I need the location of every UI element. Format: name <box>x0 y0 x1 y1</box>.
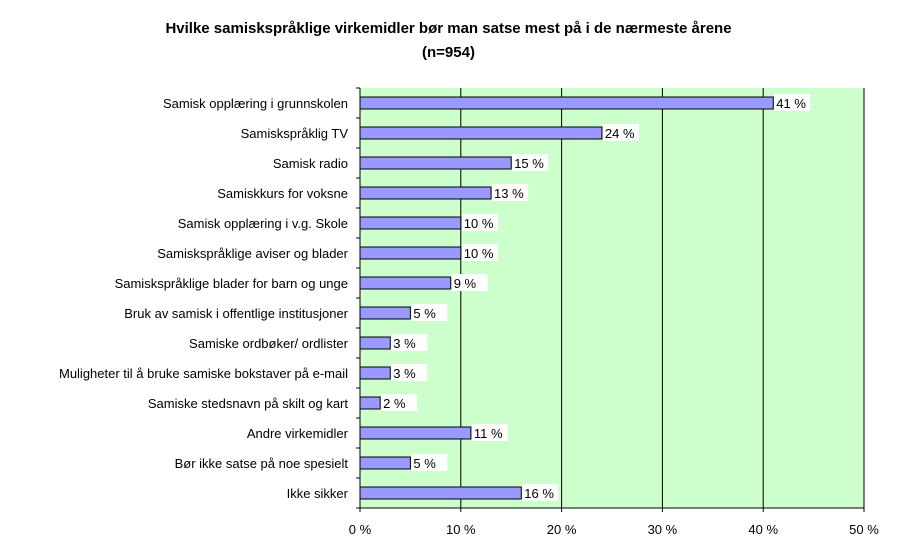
bar <box>359 126 603 140</box>
value-label: 13 % <box>494 186 524 201</box>
category-label: Andre virkemidler <box>247 426 349 441</box>
value-label-bg <box>774 94 811 111</box>
bar <box>359 246 462 260</box>
bar <box>359 486 522 500</box>
value-label-bg <box>471 424 508 441</box>
value-label-bg <box>461 244 498 261</box>
category-label: Bør ikke satse på noe spesielt <box>175 456 349 471</box>
value-label: 15 % <box>514 156 544 171</box>
bar <box>359 396 381 410</box>
value-label-bg <box>381 394 418 411</box>
value-label: 5 % <box>413 306 436 321</box>
category-label: Samisk opplæring i grunnskolen <box>163 96 348 111</box>
value-label-bg <box>451 274 488 291</box>
value-label-bg <box>512 154 549 171</box>
category-labels: Samisk opplæring i grunnskolen Samisksprå… <box>59 96 349 501</box>
bar <box>359 336 391 350</box>
plot-area <box>360 88 864 508</box>
category-label: Samiskspråklige aviser og blader <box>157 246 348 261</box>
value-label: 3 % <box>393 336 416 351</box>
x-tick-label: 50 % <box>849 522 879 537</box>
value-label: 24 % <box>605 126 635 141</box>
value-label-bg <box>411 454 448 471</box>
category-label: Bruk av samisk i offentlige institusjone… <box>124 306 348 321</box>
x-tick-label: 40 % <box>748 522 778 537</box>
value-label-bg <box>411 304 448 321</box>
value-labels: 41 %24 %15 %13 %10 %10 %9 %5 %3 %3 %2 %1… <box>381 94 811 501</box>
chart-subtitle: (n=954) <box>422 44 475 61</box>
value-label: 11 % <box>474 426 503 441</box>
value-label: 16 % <box>524 486 554 501</box>
x-tick-label: 0 % <box>349 522 372 537</box>
value-label: 10 % <box>464 216 494 231</box>
bar <box>359 306 411 320</box>
value-label-bg <box>391 334 428 351</box>
bar <box>359 186 492 200</box>
bar <box>359 216 462 230</box>
bar <box>359 96 774 110</box>
value-label: 41 % <box>776 96 806 111</box>
value-label-bg <box>391 364 428 381</box>
x-tick-label: 20 % <box>547 522 577 537</box>
category-label: Samisk radio <box>273 156 348 171</box>
value-label-bg <box>492 184 529 201</box>
value-label: 2 % <box>383 396 406 411</box>
category-label: Samisk opplæring i v.g. Skole <box>178 216 348 231</box>
bar <box>359 276 452 290</box>
value-label: 5 % <box>413 456 436 471</box>
x-axis-ticks: 0 % 10 % 20 % 30 % 40 % 50 % <box>349 87 879 537</box>
x-tick-label: 10 % <box>446 522 476 537</box>
category-label: Samiske ordbøker/ ordlister <box>189 336 349 351</box>
value-label-bg <box>602 124 639 141</box>
category-label: Ikke sikker <box>287 486 349 501</box>
value-label: 9 % <box>454 276 477 291</box>
category-label: Muligheter til å bruke samiske bokstaver… <box>59 366 348 381</box>
bar <box>359 456 411 470</box>
value-label-bg <box>522 484 559 501</box>
bar <box>359 156 512 170</box>
value-label: 10 % <box>464 246 494 261</box>
value-label: 3 % <box>393 366 416 381</box>
chart-title: Hvilke samiskspråklige virkemidler bør m… <box>165 20 732 37</box>
x-tick-label: 30 % <box>648 522 678 537</box>
category-label: Samiskspråklig TV <box>241 126 349 141</box>
category-label: Samiskspråklige blader for barn og unge <box>115 276 348 291</box>
bar <box>359 426 472 440</box>
category-label: Samiskkurs for voksne <box>217 186 348 201</box>
bars <box>359 96 774 500</box>
value-label-bg <box>461 214 498 231</box>
bar <box>359 366 391 380</box>
category-label: Samiske stedsnavn på skilt og kart <box>148 396 349 411</box>
